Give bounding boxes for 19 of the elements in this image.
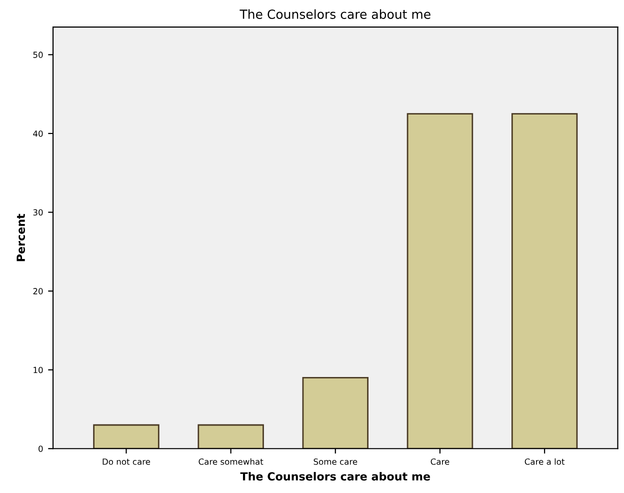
y-axis-title: Percent [16, 214, 26, 262]
y-tick-label: 50 [33, 52, 43, 58]
y-tick-label: 10 [34, 366, 43, 374]
x-tick-label: Some care [314, 458, 358, 465]
bar [93, 424, 160, 449]
bar [511, 113, 578, 449]
x-axis-title: The Counselors care about me [240, 472, 430, 481]
y-tick-label: 20 [33, 288, 43, 294]
y-tick-label: 30 [33, 209, 43, 216]
x-tick-label: Care somewhat [198, 458, 264, 465]
x-tick-label: Care a lot [524, 458, 565, 465]
x-tick-label: Care [430, 458, 450, 465]
bar [302, 377, 369, 449]
y-tick-label: 0 [38, 446, 43, 452]
chart-title: The Counselors care about me [240, 9, 430, 19]
bar [406, 113, 474, 449]
bar [198, 424, 264, 449]
y-tick-label: 40 [33, 130, 43, 137]
x-tick-label: Do not care [102, 458, 150, 465]
